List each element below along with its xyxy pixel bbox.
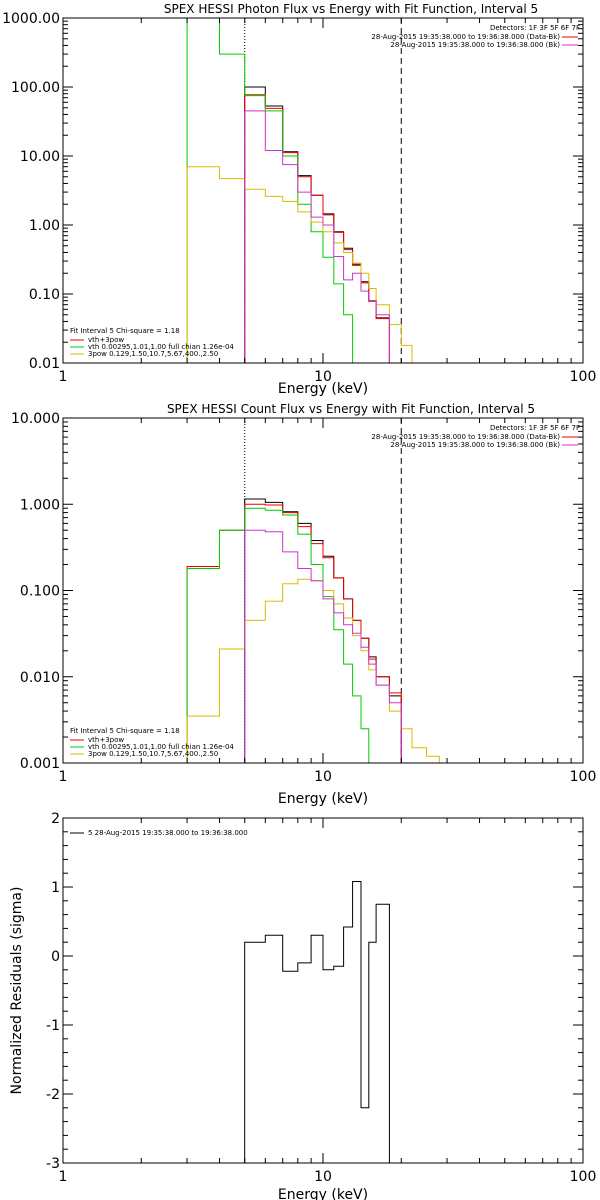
- photon-flux-series-2: [186, 17, 361, 364]
- residuals-y-tick-label: 1: [51, 880, 60, 896]
- count-flux-series-4: [244, 529, 402, 763]
- residuals-y-tick-label: 0: [51, 949, 60, 965]
- count-flux-y-tick-label: 10.000: [11, 411, 60, 427]
- count-flux-x-tick-label: 100: [570, 769, 597, 785]
- count-flux-legend-label-3: 3pow 0.129,1.50,10.7,5.67,400.,2.50: [88, 750, 218, 758]
- photon-flux-series-0: [244, 86, 390, 363]
- photon-flux-x-tick-label: 100: [570, 369, 597, 385]
- photon-flux-series-4: [244, 110, 390, 363]
- residuals-y-tick-label: 2: [51, 811, 60, 827]
- count-flux-panel: SPEX HESSI Count Flux vs Energy with Fit…: [11, 402, 596, 807]
- count-flux-interval-data: 28-Aug-2015 19:35:38.000 to 19:36:38.000…: [371, 433, 560, 441]
- residuals-ylabel: Normalized Residuals (sigma): [9, 887, 25, 1095]
- photon-flux-y-tick-label: 1000.00: [2, 11, 60, 27]
- residuals-y-tick-label: -2: [46, 1087, 60, 1103]
- count-flux-legend-label-2: vth 0.00295,1.01,1.00 full chian 1.26e-0…: [88, 743, 234, 751]
- residuals-legend-label: 5 28-Aug-2015 19:35:38.000 to 19:36:38.0…: [88, 829, 248, 837]
- photon-flux-y-tick-label: 1.00: [29, 218, 60, 234]
- photon-flux-title: SPEX HESSI Photon Flux vs Energy with Fi…: [164, 2, 538, 16]
- photon-flux-series-1: [244, 94, 390, 363]
- count-flux-series-2: [186, 507, 377, 764]
- residuals-plot-frame: [62, 817, 584, 1164]
- photon-flux-x-tick-label: 1: [59, 369, 68, 385]
- count-flux-y-tick-label: 0.010: [20, 670, 60, 686]
- residuals-series-0: [244, 881, 390, 1163]
- photon-flux-legend-label-1: vth+3pow: [88, 336, 124, 344]
- photon-flux-y-tick-label: 10.00: [20, 149, 60, 165]
- photon-flux-y-tick-label: 100.00: [11, 80, 60, 96]
- count-flux-legend: Fit Interval 5 Chi-square = 1.18 vth+3po…: [70, 727, 234, 758]
- count-flux-info-box: Detectors: 1F 3F 5F 6F 7F 28-Aug-2015 19…: [371, 424, 580, 449]
- residuals-y-tick-label: -1: [46, 1018, 60, 1034]
- photon-flux-x-tick-label: 10: [314, 369, 332, 385]
- photon-flux-legend-label-3: 3pow 0.129,1.50,10.7,5.67,400.,2.50: [88, 350, 218, 358]
- residuals-xlabel: Energy (keV): [278, 1187, 368, 1200]
- residuals-x-tick-label: 10: [314, 1169, 332, 1185]
- count-flux-legend-header: Fit Interval 5 Chi-square = 1.18: [70, 727, 180, 735]
- count-flux-y-tick-label: 0.001: [20, 756, 60, 772]
- photon-flux-legend-label-2: vth 0.00295,1.01,1.00 full chian 1.26e-0…: [88, 343, 234, 351]
- count-flux-series-1: [186, 503, 402, 763]
- photon-flux-detectors: Detectors: 1F 3F 5F 6F 7F: [490, 24, 580, 32]
- photon-flux-plot-frame: [62, 17, 584, 364]
- photon-flux-series-3: [186, 166, 427, 364]
- photon-flux-interval-bk: 28-Aug-2015 19:35:38.000 to 19:36:38.000…: [390, 41, 560, 49]
- residuals-x-tick-label: 1: [59, 1169, 68, 1185]
- photon-flux-legend-header: Fit Interval 5 Chi-square = 1.18: [70, 327, 180, 335]
- photon-flux-y-tick-label: 0.10: [29, 287, 60, 303]
- count-flux-x-tick-label: 1: [59, 769, 68, 785]
- count-flux-interval-bk: 28-Aug-2015 19:35:38.000 to 19:36:38.000…: [390, 441, 560, 449]
- photon-flux-panel: SPEX HESSI Photon Flux vs Energy with Fi…: [2, 2, 596, 397]
- count-flux-series-0: [244, 498, 402, 763]
- count-flux-x-tick-label: 10: [314, 769, 332, 785]
- photon-flux-interval-data: 28-Aug-2015 19:35:38.000 to 19:36:38.000…: [371, 33, 560, 41]
- photon-flux-xlabel: Energy (keV): [278, 381, 368, 397]
- photon-flux-y-tick-label: 0.01: [29, 356, 60, 372]
- residuals-x-tick-label: 100: [570, 1169, 597, 1185]
- count-flux-xlabel: Energy (keV): [278, 791, 368, 807]
- count-flux-title: SPEX HESSI Count Flux vs Energy with Fit…: [167, 402, 535, 416]
- count-flux-detectors: Detectors: 1F 3F 5F 6F 7F: [490, 424, 580, 432]
- count-flux-y-tick-label: 1.000: [20, 497, 60, 513]
- count-flux-legend-label-1: vth+3pow: [88, 736, 124, 744]
- residuals-legend: 5 28-Aug-2015 19:35:38.000 to 19:36:38.0…: [70, 829, 248, 837]
- residuals-y-tick-label: -3: [46, 1156, 60, 1172]
- residuals-panel: 1 10 100 -3 -2 -1 0 1 2 5 28-Aug-2015 19:35:38.0…: [9, 811, 596, 1200]
- photon-flux-info-box: Detectors: 1F 3F 5F 6F 7F 28-Aug-2015 19…: [371, 24, 580, 49]
- photon-flux-legend: Fit Interval 5 Chi-square = 1.18 vth+3po…: [70, 327, 234, 358]
- count-flux-y-tick-label: 0.100: [20, 584, 60, 600]
